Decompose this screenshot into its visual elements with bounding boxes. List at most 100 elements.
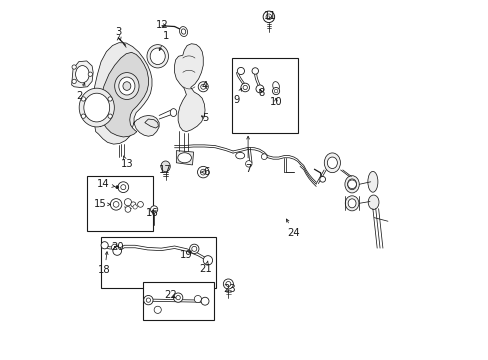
Ellipse shape bbox=[235, 152, 244, 159]
Circle shape bbox=[191, 246, 196, 251]
Circle shape bbox=[189, 244, 199, 253]
Circle shape bbox=[110, 199, 122, 210]
Circle shape bbox=[121, 185, 125, 190]
Text: 2: 2 bbox=[76, 83, 85, 102]
Polygon shape bbox=[72, 61, 93, 87]
Text: 21: 21 bbox=[199, 261, 212, 274]
Polygon shape bbox=[176, 150, 193, 165]
Circle shape bbox=[146, 298, 150, 302]
Circle shape bbox=[88, 72, 92, 76]
Ellipse shape bbox=[326, 157, 337, 168]
Text: 10: 10 bbox=[269, 97, 282, 107]
Ellipse shape bbox=[367, 171, 377, 192]
Ellipse shape bbox=[76, 66, 89, 83]
Circle shape bbox=[125, 207, 131, 212]
Circle shape bbox=[200, 169, 206, 175]
Circle shape bbox=[108, 97, 112, 101]
Ellipse shape bbox=[122, 82, 131, 90]
Circle shape bbox=[223, 279, 233, 289]
Text: 19: 19 bbox=[180, 249, 192, 260]
Circle shape bbox=[237, 67, 244, 75]
Ellipse shape bbox=[344, 176, 359, 193]
Circle shape bbox=[72, 65, 76, 69]
Polygon shape bbox=[174, 44, 204, 132]
Ellipse shape bbox=[115, 73, 139, 99]
Circle shape bbox=[176, 296, 180, 300]
Circle shape bbox=[116, 186, 119, 189]
Text: 1: 1 bbox=[159, 31, 169, 50]
Bar bbox=[143, 282, 214, 320]
Circle shape bbox=[245, 161, 251, 167]
Polygon shape bbox=[144, 119, 158, 128]
Circle shape bbox=[131, 202, 136, 207]
Circle shape bbox=[143, 296, 153, 305]
Circle shape bbox=[101, 242, 108, 249]
Circle shape bbox=[319, 176, 325, 182]
Circle shape bbox=[225, 282, 230, 287]
Ellipse shape bbox=[179, 27, 187, 36]
Text: 8: 8 bbox=[258, 88, 264, 98]
Text: 12: 12 bbox=[156, 20, 169, 30]
Text: 9: 9 bbox=[233, 88, 241, 105]
Ellipse shape bbox=[367, 195, 378, 210]
Text: 7: 7 bbox=[244, 136, 251, 174]
Circle shape bbox=[81, 97, 85, 101]
Ellipse shape bbox=[178, 153, 191, 163]
Circle shape bbox=[265, 14, 271, 20]
Bar bbox=[231, 58, 298, 134]
Ellipse shape bbox=[147, 45, 168, 68]
Text: 3: 3 bbox=[115, 27, 121, 40]
Circle shape bbox=[111, 244, 118, 251]
Circle shape bbox=[194, 296, 201, 303]
Circle shape bbox=[347, 180, 356, 189]
Text: 13: 13 bbox=[121, 156, 133, 169]
Ellipse shape bbox=[79, 88, 114, 127]
Ellipse shape bbox=[347, 179, 356, 190]
Circle shape bbox=[201, 84, 205, 89]
Text: 23: 23 bbox=[223, 284, 235, 294]
Circle shape bbox=[173, 293, 183, 302]
Text: 24: 24 bbox=[286, 219, 300, 238]
Circle shape bbox=[154, 306, 161, 314]
Ellipse shape bbox=[150, 48, 165, 64]
Text: 4: 4 bbox=[202, 81, 208, 91]
Circle shape bbox=[133, 205, 137, 209]
Text: 11: 11 bbox=[264, 11, 276, 21]
Bar bbox=[101, 237, 215, 288]
Circle shape bbox=[272, 87, 279, 95]
Text: 16: 16 bbox=[145, 208, 158, 218]
Ellipse shape bbox=[181, 29, 185, 34]
Bar bbox=[86, 176, 153, 231]
Ellipse shape bbox=[347, 199, 355, 208]
Circle shape bbox=[255, 85, 264, 93]
Text: 20: 20 bbox=[111, 242, 123, 252]
Text: 5: 5 bbox=[201, 113, 208, 123]
Circle shape bbox=[150, 206, 158, 213]
Polygon shape bbox=[93, 42, 159, 144]
Circle shape bbox=[124, 199, 131, 206]
Circle shape bbox=[251, 68, 258, 74]
Circle shape bbox=[72, 79, 76, 84]
Circle shape bbox=[201, 297, 208, 305]
Ellipse shape bbox=[170, 109, 176, 117]
Circle shape bbox=[241, 83, 249, 92]
Text: 14: 14 bbox=[96, 179, 115, 189]
Text: 17: 17 bbox=[158, 165, 171, 175]
Text: 15: 15 bbox=[94, 199, 110, 210]
Circle shape bbox=[108, 114, 112, 118]
Circle shape bbox=[197, 166, 208, 178]
Circle shape bbox=[113, 247, 121, 255]
Circle shape bbox=[243, 85, 247, 90]
Text: 18: 18 bbox=[98, 252, 111, 275]
Circle shape bbox=[113, 202, 119, 207]
Circle shape bbox=[203, 256, 212, 265]
Circle shape bbox=[118, 182, 128, 193]
Circle shape bbox=[261, 154, 266, 159]
Circle shape bbox=[81, 114, 85, 118]
Ellipse shape bbox=[272, 82, 279, 90]
Ellipse shape bbox=[161, 161, 170, 172]
Circle shape bbox=[274, 89, 277, 93]
Ellipse shape bbox=[83, 93, 109, 122]
Text: 22: 22 bbox=[164, 290, 177, 300]
Circle shape bbox=[137, 202, 143, 207]
